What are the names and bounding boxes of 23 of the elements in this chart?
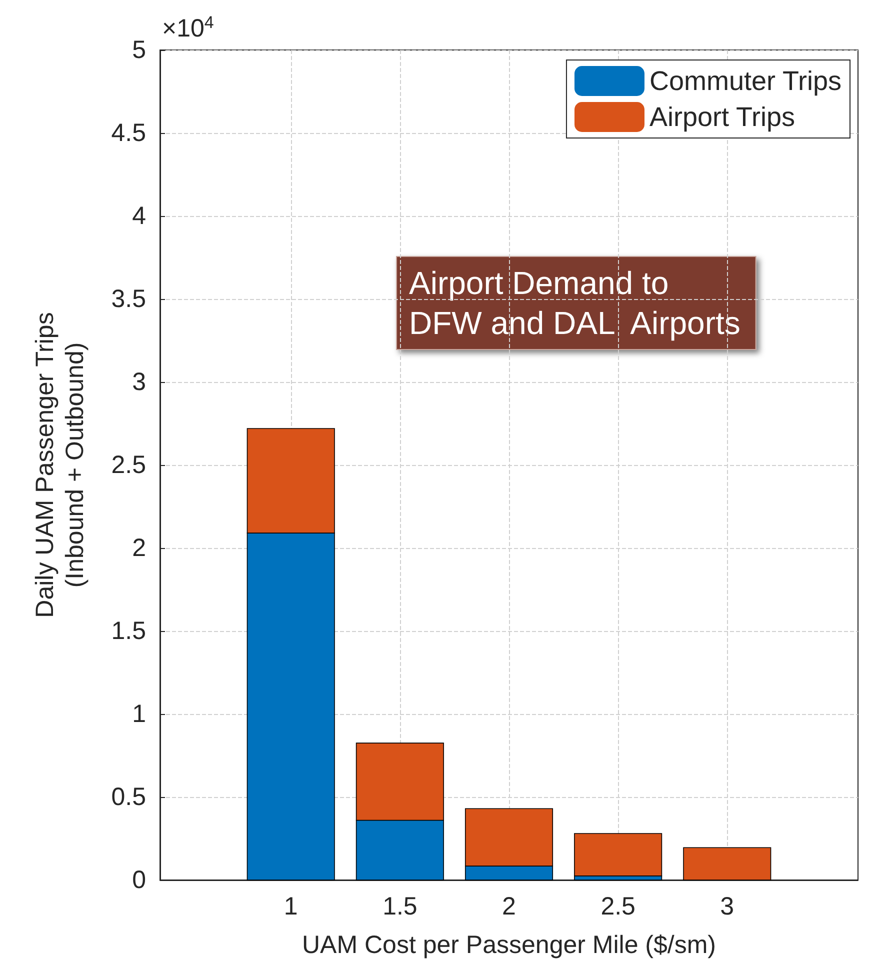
y-tick-label: 3.5: [111, 285, 146, 313]
annotation: Airport Demand to DFW and DAL Airports: [409, 265, 740, 341]
y-tick-label: 1.5: [111, 617, 146, 645]
y-tick-label: 2.5: [111, 451, 146, 479]
y-tick-label: 0.5: [111, 783, 146, 811]
x-tick-label: 1: [284, 892, 298, 920]
x-tick-label: 2.5: [600, 892, 636, 920]
x-axis-title: UAM Cost per Passenger Mile ($/sm): [302, 931, 716, 959]
y-tick-label: 3: [132, 368, 146, 396]
y-tick-label: 4: [132, 202, 146, 230]
bar: [574, 833, 662, 876]
legend-label: Airport Trips: [649, 102, 796, 132]
bar: [683, 847, 772, 880]
legend-label: Commuter Trips: [649, 66, 842, 96]
x-tick-label: 2: [502, 892, 516, 920]
y-tick-label: 2: [132, 534, 146, 562]
y-tick-label: 1: [132, 700, 146, 728]
x-tick-label: 3: [720, 892, 734, 920]
x-tick-label: 1.5: [382, 892, 418, 920]
y-tick-label: 0: [132, 866, 146, 894]
y-tick-label: 4.5: [111, 119, 146, 147]
y-tick-label: 5: [132, 36, 146, 64]
y-axis-title: Daily UAM Passenger Trips (Inbound + Outbound): [31, 312, 89, 618]
